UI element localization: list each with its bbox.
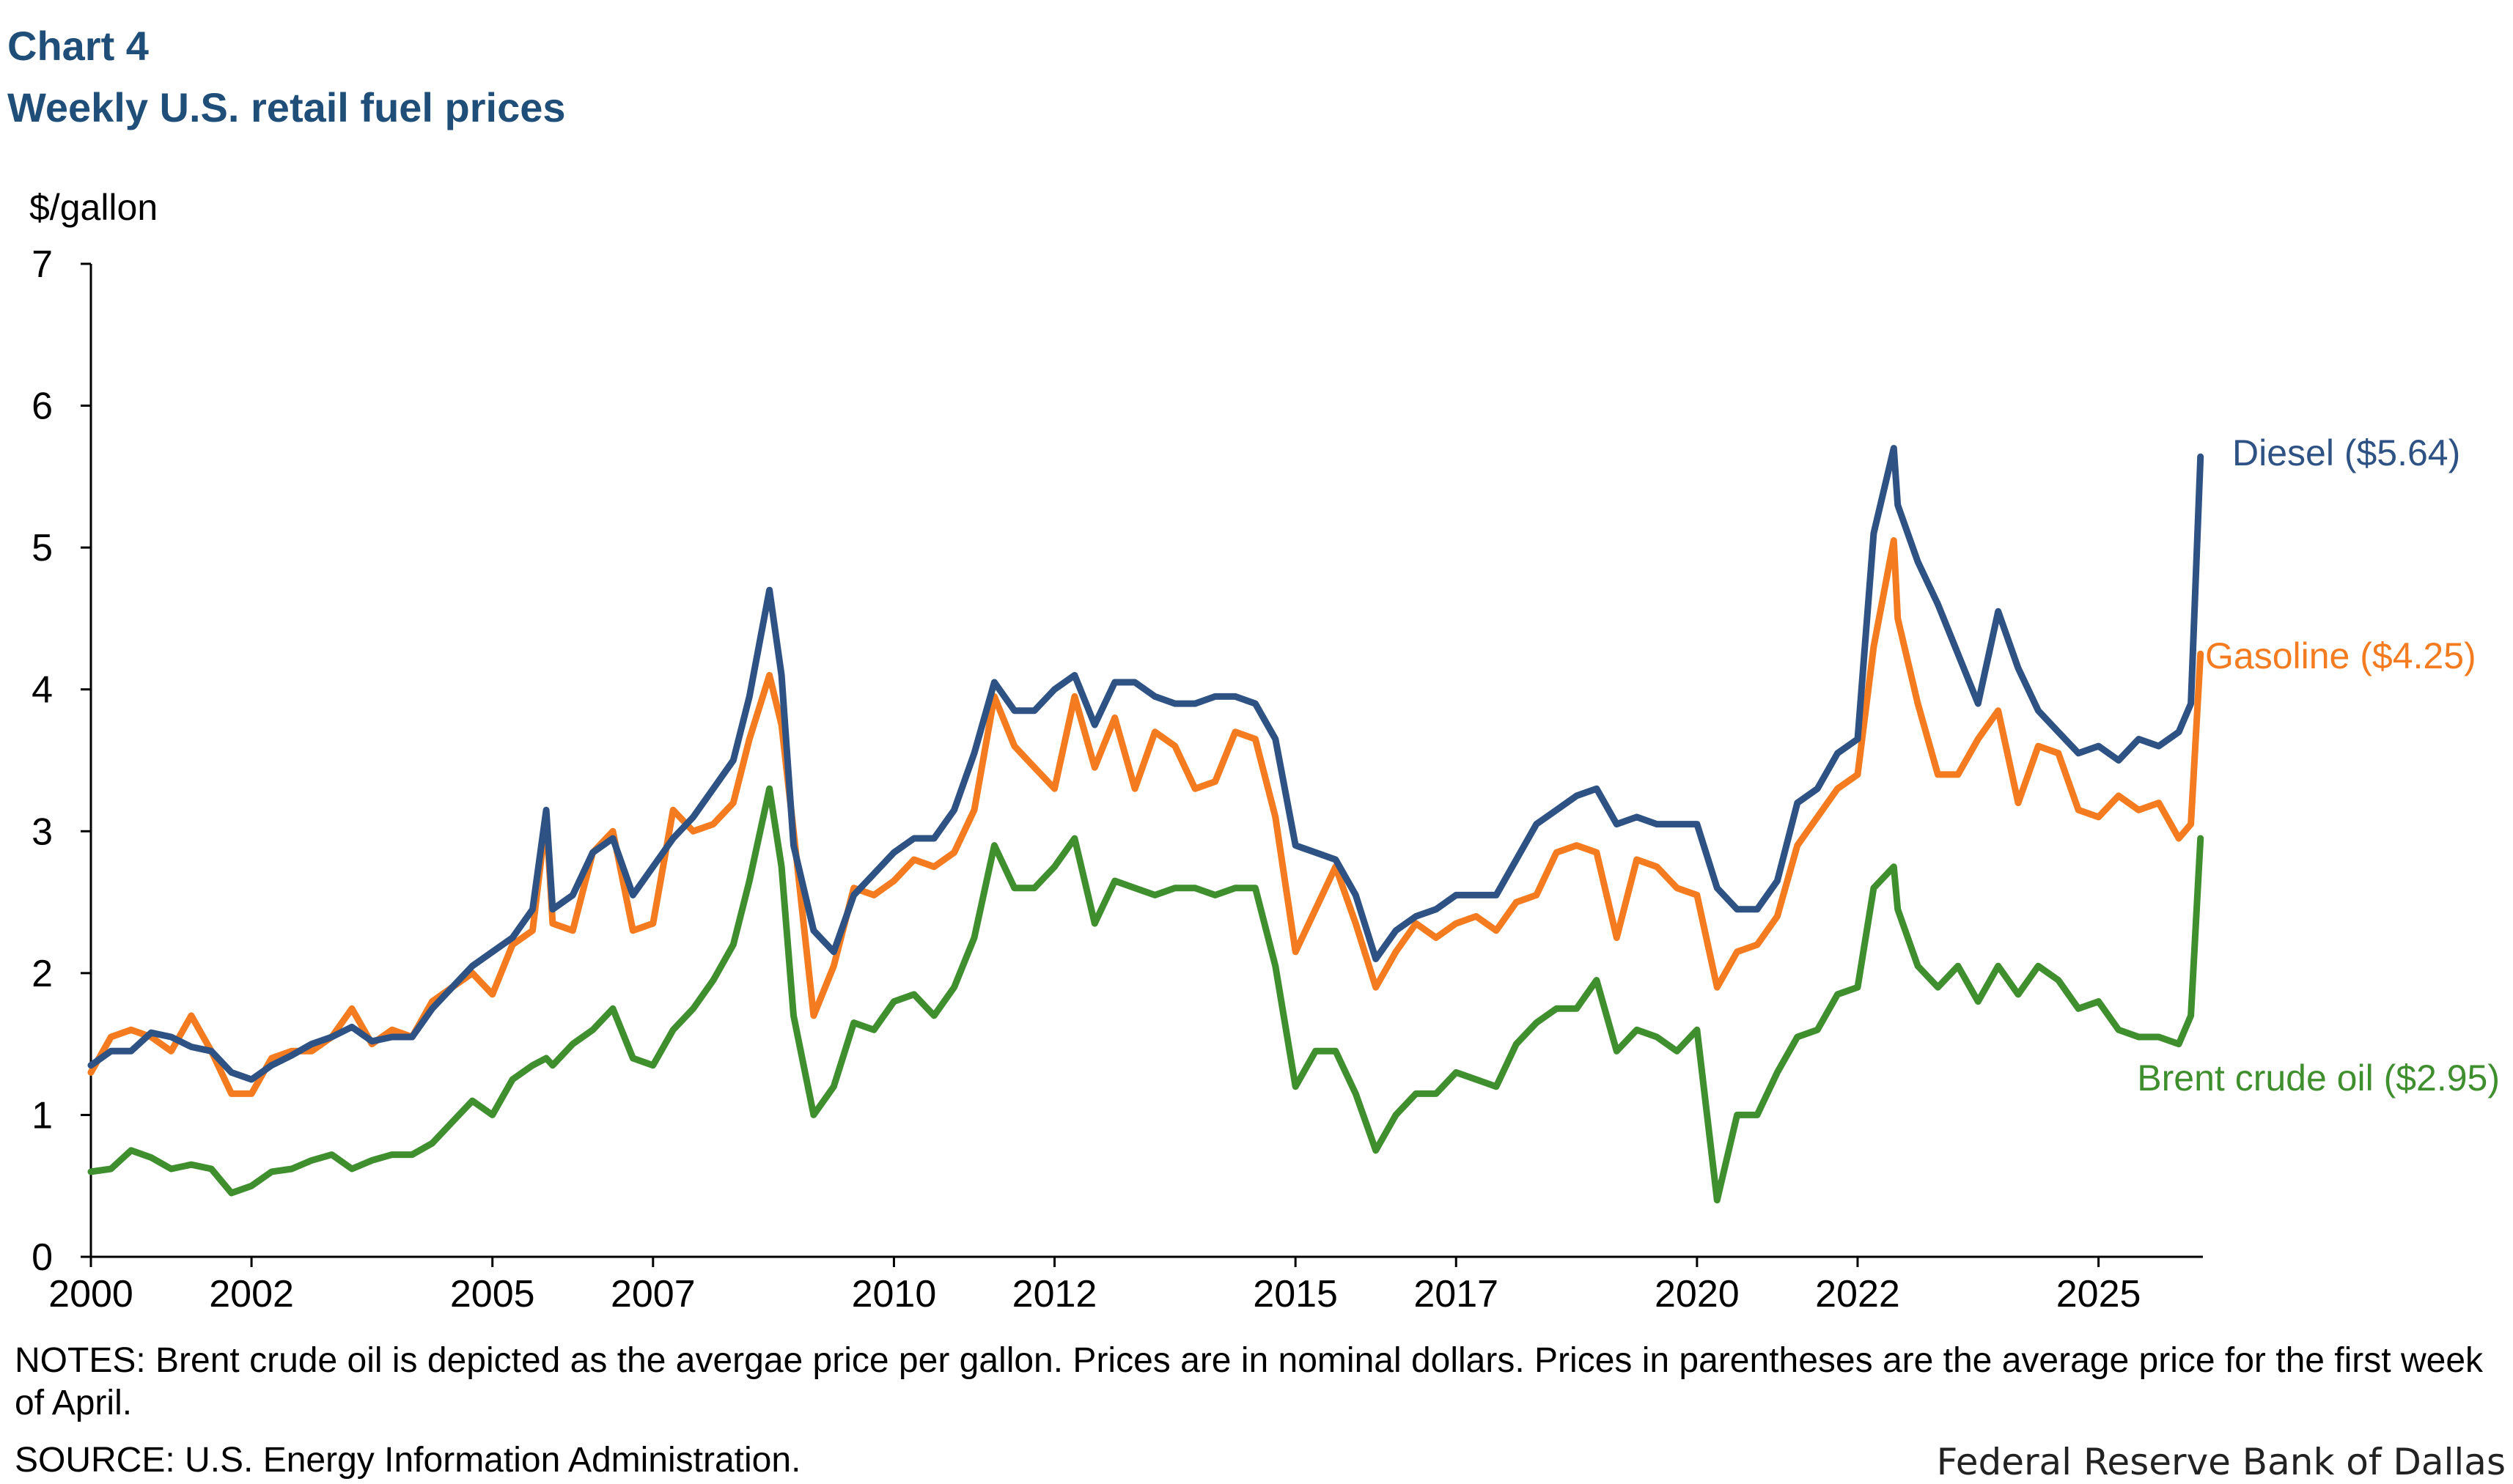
y-tick-label: 2 — [32, 953, 53, 995]
x-tick-label: 2017 — [1413, 1273, 1498, 1315]
x-tick-label: 2007 — [611, 1273, 696, 1315]
chart-plot: $/gallon 0 1 2 3 4 5 6 7 2000 2002 2005 2007 2010 201… — [29, 187, 2500, 1315]
series-line-brent-crude — [87, 785, 2204, 1204]
series-line-diesel — [87, 445, 2204, 1083]
series-label-gasoline: Gasoline ($4.25) — [2205, 635, 2476, 676]
source-text: SOURCE: U.S. Energy Information Administ… — [15, 1441, 801, 1480]
x-tick-label: 2025 — [2056, 1273, 2141, 1315]
series-labels: Diesel ($5.64) Gasoline ($4.25) Brent crud… — [2137, 432, 2500, 1099]
x-tick-label: 2002 — [209, 1273, 294, 1315]
y-tick-label: 0 — [32, 1236, 53, 1279]
series-line-gasoline — [87, 537, 2204, 1097]
x-tick-label: 2022 — [1815, 1273, 1900, 1315]
x-tick-label: 2000 — [48, 1273, 133, 1315]
chart-title: Weekly U.S. retail fuel prices — [7, 84, 566, 130]
y-tick-label: 1 — [32, 1094, 53, 1137]
y-tick-label: 5 — [32, 527, 53, 569]
x-tick-label: 2005 — [450, 1273, 535, 1315]
credit-text: Federal Reserve Bank of Dallas — [1936, 1441, 2506, 1483]
x-tick-label: 2012 — [1012, 1273, 1097, 1315]
axes: 0 1 2 3 4 5 6 7 2000 2002 2005 2007 2010 2012 2015 2017… — [32, 243, 2203, 1315]
notes-text: NOTES: Brent crude oil is depicted as th… — [15, 1341, 2484, 1422]
y-axis-label: $/gallon — [29, 187, 158, 228]
y-tick-label: 4 — [32, 669, 53, 712]
x-tick-label: 2010 — [852, 1273, 937, 1315]
chart-number: Chart 4 — [7, 23, 149, 69]
y-tick-label: 3 — [32, 811, 53, 853]
y-tick-label: 6 — [32, 385, 53, 428]
series-label-brent-crude: Brent crude oil ($2.95) — [2137, 1057, 2500, 1099]
series-lines — [87, 445, 2204, 1204]
x-tick-label: 2015 — [1253, 1273, 1338, 1315]
y-tick-label: 7 — [32, 243, 53, 286]
x-tick-label: 2020 — [1655, 1273, 1740, 1315]
series-label-diesel: Diesel ($5.64) — [2232, 432, 2460, 473]
